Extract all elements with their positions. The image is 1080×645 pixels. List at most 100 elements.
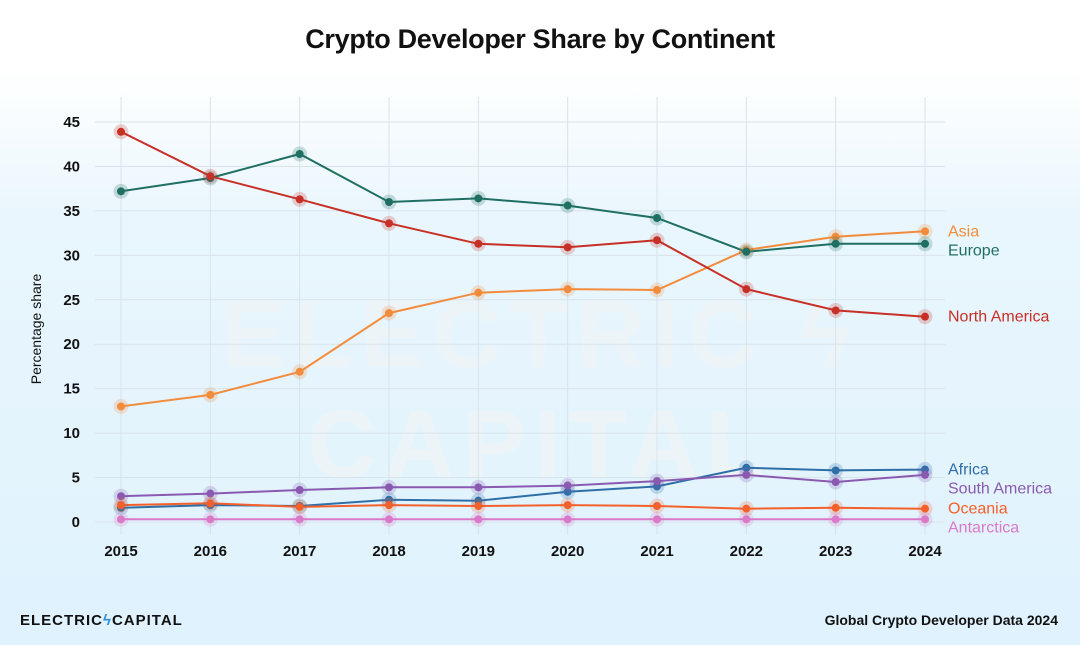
data-point: [295, 515, 304, 524]
y-tick-label: 40: [63, 158, 80, 175]
data-source: Global Crypto Developer Data 2024: [824, 612, 1058, 628]
data-point: [653, 515, 661, 524]
series-label: South America: [948, 481, 1052, 498]
data-point: [474, 288, 483, 297]
series-line: [120, 152, 925, 253]
x-axis-ticks: 2015 2016 2017 2018 2019 2020 2021 2022 2023 2024: [104, 543, 942, 560]
data-point: [295, 150, 304, 158]
data-point: [474, 239, 483, 248]
series-line: [120, 473, 926, 498]
data-point: [742, 285, 751, 294]
y-tick-label: 25: [63, 292, 80, 309]
data-point: [653, 236, 661, 245]
series-label: North America: [948, 309, 1049, 326]
data-point: [295, 502, 304, 511]
data-point: [474, 194, 483, 203]
y-tick-label: 20: [63, 336, 80, 353]
y-tick-label: 35: [63, 203, 80, 220]
data-point: [921, 515, 929, 524]
data-point: [921, 227, 929, 236]
data-point: [831, 503, 840, 512]
data-point: [206, 499, 215, 508]
y-axis-ticks: 0 5 10 15 20 25 30 35 40 45: [63, 114, 80, 531]
data-point: [385, 515, 393, 524]
x-tick-label: 2018: [372, 543, 405, 560]
series-line: [120, 230, 926, 408]
data-point: [563, 481, 572, 490]
data-point: [385, 309, 393, 318]
data-point: [474, 483, 483, 492]
data-point: [117, 492, 125, 501]
data-point: [831, 232, 840, 241]
data-point: [742, 470, 751, 479]
data-point: [921, 239, 929, 248]
y-tick-label: 10: [63, 425, 80, 442]
data-point: [921, 504, 929, 513]
data-point: [295, 367, 304, 376]
series-end-labels: Asia Europe North America Africa South Ameri…: [948, 223, 1052, 536]
data-point: [206, 489, 215, 498]
series-line: [120, 502, 926, 510]
data-point: [117, 515, 125, 524]
data-point: [563, 501, 572, 510]
series-line: [120, 466, 926, 509]
data-point: [563, 243, 572, 252]
data-point: [653, 214, 661, 222]
x-tick-label: 2016: [194, 543, 227, 560]
data-point: [831, 466, 840, 475]
data-point: [653, 477, 661, 486]
series-line: [120, 130, 926, 318]
data-point: [117, 501, 125, 510]
data-point: [117, 127, 125, 136]
x-tick-label: 2022: [730, 543, 763, 560]
data-point: [206, 172, 215, 181]
series-label: Africa: [948, 462, 989, 479]
series-label: Antarctica: [948, 520, 1019, 537]
brand-right-text: CAPITAL: [111, 612, 183, 629]
data-point: [385, 483, 393, 492]
x-tick-label: 2019: [462, 543, 495, 560]
gridlines: [95, 97, 945, 535]
data-point: [385, 198, 393, 206]
data-point: [653, 502, 661, 510]
y-tick-label: 45: [63, 114, 80, 131]
data-point: [385, 501, 393, 510]
x-tick-label: 2021: [640, 543, 673, 560]
x-tick-label: 2020: [551, 543, 584, 560]
data-point: [742, 515, 751, 524]
data-point: [295, 486, 304, 494]
data-point: [742, 504, 751, 513]
brand-logo: ELECTRICϟCAPITAL: [20, 612, 183, 629]
series-lines: [120, 130, 926, 521]
data-point: [474, 515, 483, 524]
y-tick-label: 5: [72, 470, 80, 487]
series-label: Asia: [948, 223, 979, 240]
data-point: [921, 312, 929, 321]
data-point: [831, 478, 840, 486]
x-tick-label: 2015: [104, 543, 137, 560]
data-point: [563, 515, 572, 524]
data-point: [117, 402, 125, 411]
data-point: [206, 515, 215, 524]
data-point: [831, 306, 840, 315]
series-label: Europe: [948, 242, 1000, 259]
series-points: [113, 124, 933, 527]
data-point: [742, 463, 751, 472]
data-point: [563, 487, 572, 496]
data-point: [295, 195, 304, 204]
y-tick-label: 30: [63, 247, 80, 264]
data-point: [831, 515, 840, 524]
y-tick-label: 15: [63, 381, 80, 398]
data-point: [385, 219, 393, 228]
series-label: Oceania: [948, 501, 1008, 518]
brand-left-text: ELECTRIC: [20, 612, 103, 629]
y-axis-label: Percentage share: [28, 274, 44, 385]
x-tick-label: 2023: [819, 543, 852, 560]
chart-title: Crypto Developer Share by Continent: [305, 24, 775, 54]
data-point: [563, 201, 572, 210]
x-tick-label: 2017: [283, 543, 316, 560]
data-point: [474, 502, 483, 510]
data-point: [653, 286, 661, 294]
data-point: [742, 247, 751, 256]
